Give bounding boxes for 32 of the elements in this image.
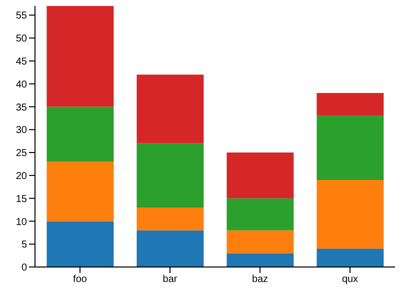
y-tick-label: 40 <box>16 79 28 90</box>
bar <box>46 6 114 107</box>
y-tick-label: 10 <box>16 216 28 228</box>
bar <box>316 180 384 249</box>
bar <box>46 221 114 267</box>
bar <box>226 198 294 230</box>
bar <box>136 207 204 230</box>
y-tick-label: 35 <box>16 102 28 114</box>
y-tick-label: 50 <box>16 34 28 45</box>
bar <box>316 116 384 180</box>
bar <box>226 253 294 267</box>
x-tick-label: baz <box>252 274 268 286</box>
bar <box>316 93 384 116</box>
x-tick-label: foo <box>73 274 88 286</box>
bar <box>226 230 294 254</box>
y-tick-label: 5 <box>21 240 28 251</box>
x-tick-label: qux <box>342 274 358 286</box>
y-tick-label: 0 <box>21 262 28 274</box>
bar <box>136 74 204 144</box>
y-tick-label: 25 <box>16 148 28 160</box>
bar <box>316 248 384 267</box>
y-tick-label: 20 <box>16 170 28 182</box>
bar <box>136 143 204 208</box>
x-tick-label: bar <box>162 274 178 286</box>
bar <box>46 162 114 222</box>
bar <box>46 106 114 162</box>
y-tick-label: 30 <box>16 125 28 136</box>
y-tick-label: 15 <box>16 194 28 205</box>
bar <box>226 152 294 198</box>
y-tick-label: 45 <box>16 56 28 68</box>
y-tick-label: 55 <box>16 10 28 22</box>
bar <box>136 230 204 267</box>
